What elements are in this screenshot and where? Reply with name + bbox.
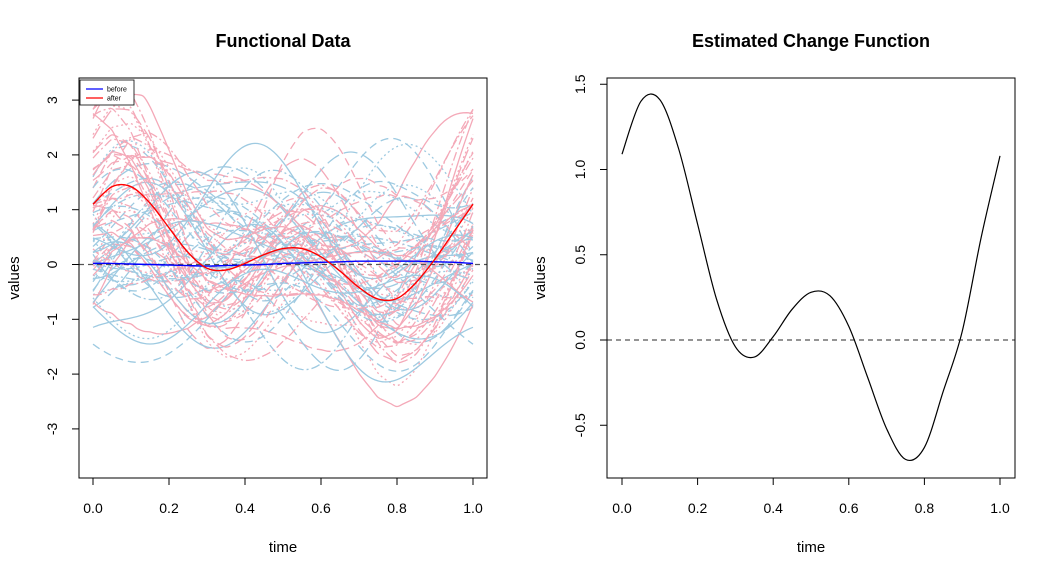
after-sample-curve	[92, 154, 474, 277]
after-sample-curve	[92, 138, 474, 306]
functional-data-panel: Functional Data 0.0 0.2 0.4 0.6 0.8 1.0 -3-2-…	[6, 31, 488, 556]
after-sample-curve	[92, 93, 474, 322]
y-tick-label: -3	[44, 422, 60, 435]
before-sample-curve	[92, 223, 474, 383]
legend-label-before: before	[107, 87, 127, 94]
before-sample-curve	[92, 203, 474, 340]
before-sample-curve	[92, 145, 474, 316]
before-sample-curve	[92, 235, 474, 282]
before-sample-curve	[92, 182, 474, 280]
after-sample-curve	[92, 155, 474, 344]
y-tick-label: -0.5	[572, 413, 588, 437]
x-tick-label: 0.0	[83, 500, 103, 516]
x-tick-label: 0.4	[235, 500, 255, 516]
legend-label-after: after	[107, 96, 122, 103]
legend-box	[79, 79, 135, 106]
y-axis: -0.5 0.0 0.5 1.0 1.5	[572, 74, 607, 437]
before-sample-curve	[92, 268, 474, 345]
after-sample-curve	[92, 184, 474, 358]
y-tick-label: 1.0	[572, 160, 588, 180]
before-sample-curve	[92, 230, 474, 364]
x-tick-label: 1.0	[463, 500, 483, 516]
plot-box	[78, 77, 488, 479]
x-tick-label: 0.0	[612, 500, 632, 516]
y-tick-label: 0.0	[572, 330, 588, 350]
x-tick-label: 1.0	[990, 500, 1010, 516]
chart-title: Estimated Change Function	[692, 31, 930, 51]
after-sample-curve	[92, 186, 474, 364]
before-sample-curve	[92, 224, 474, 343]
after-sample-curve	[92, 164, 474, 310]
after-sample-curve	[92, 93, 474, 339]
after-sample-curve	[92, 209, 474, 343]
before-sample-curve	[92, 231, 474, 325]
after-sample-curve	[92, 250, 474, 335]
y-tick-label: 2	[44, 151, 60, 159]
y-tick-label: 3	[44, 96, 60, 104]
after-mean-line	[92, 183, 474, 302]
after-sample-curve	[92, 222, 474, 330]
x-tick-label: 0.8	[915, 500, 935, 516]
before-sample-curve	[92, 190, 474, 324]
after-sample-curve	[92, 252, 474, 310]
x-tick-label: 0.4	[763, 500, 783, 516]
y-tick-label: 1.5	[572, 74, 588, 94]
after-sample-curve	[92, 197, 474, 357]
y-tick-label: -2	[44, 368, 60, 381]
after-sample-curve	[92, 175, 474, 387]
before-sample-curve	[92, 181, 474, 316]
y-tick-label: 0.5	[572, 245, 588, 265]
after-sample-curve	[92, 134, 474, 348]
x-axis-label: time	[269, 539, 297, 556]
y-tick-label: -1	[44, 313, 60, 326]
legend: before after	[79, 79, 135, 106]
after-sample-curve	[92, 236, 474, 330]
y-axis-label: values	[532, 256, 549, 299]
y-tick-label: 1	[44, 206, 60, 214]
change-function-line	[621, 93, 1001, 462]
before-sample-curve	[92, 177, 474, 302]
before-sample-curve	[92, 151, 474, 280]
before-sample-curve	[92, 183, 474, 321]
x-axis-label: time	[797, 539, 825, 556]
estimated-change-panel: Estimated Change Function 0.0 0.2 0.4 0.6 0.…	[532, 31, 1016, 556]
plot-box	[606, 77, 1016, 479]
after-sample-curve	[92, 204, 474, 353]
before-sample-curve	[92, 244, 474, 371]
after-sample-curve	[92, 190, 474, 286]
before-sample-curve	[92, 216, 474, 372]
before-sample-curve	[92, 190, 474, 258]
x-tick-label: 0.2	[688, 500, 708, 516]
after-sample-curve	[92, 153, 474, 341]
after-sample-curve	[92, 197, 474, 362]
x-axis: 0.0 0.2 0.4 0.6 0.8 1.0	[83, 478, 483, 516]
x-tick-label: 0.6	[311, 500, 331, 516]
x-axis: 0.0 0.2 0.4 0.6 0.8 1.0	[612, 478, 1010, 516]
before-sample-curve	[92, 169, 474, 301]
y-tick-label: 0	[44, 260, 60, 268]
x-tick-label: 0.6	[839, 500, 859, 516]
before-sample-curve	[92, 257, 474, 372]
chart-title: Functional Data	[215, 31, 351, 51]
after-sample-curve	[92, 94, 474, 290]
x-tick-label: 0.8	[387, 500, 407, 516]
before-sample-curve	[92, 142, 474, 280]
sample-curves	[92, 93, 474, 408]
x-tick-label: 0.2	[159, 500, 179, 516]
before-sample-curve	[92, 168, 474, 317]
y-axis-label: values	[6, 256, 23, 299]
mean-curves	[92, 183, 474, 302]
before-mean-line	[92, 260, 474, 267]
y-axis: -3 -2 -1 0 1 2 3	[44, 96, 79, 435]
after-sample-curve	[92, 136, 474, 349]
after-sample-curve	[92, 132, 474, 305]
after-sample-curve	[92, 107, 474, 328]
change-function-curve	[621, 93, 1001, 462]
